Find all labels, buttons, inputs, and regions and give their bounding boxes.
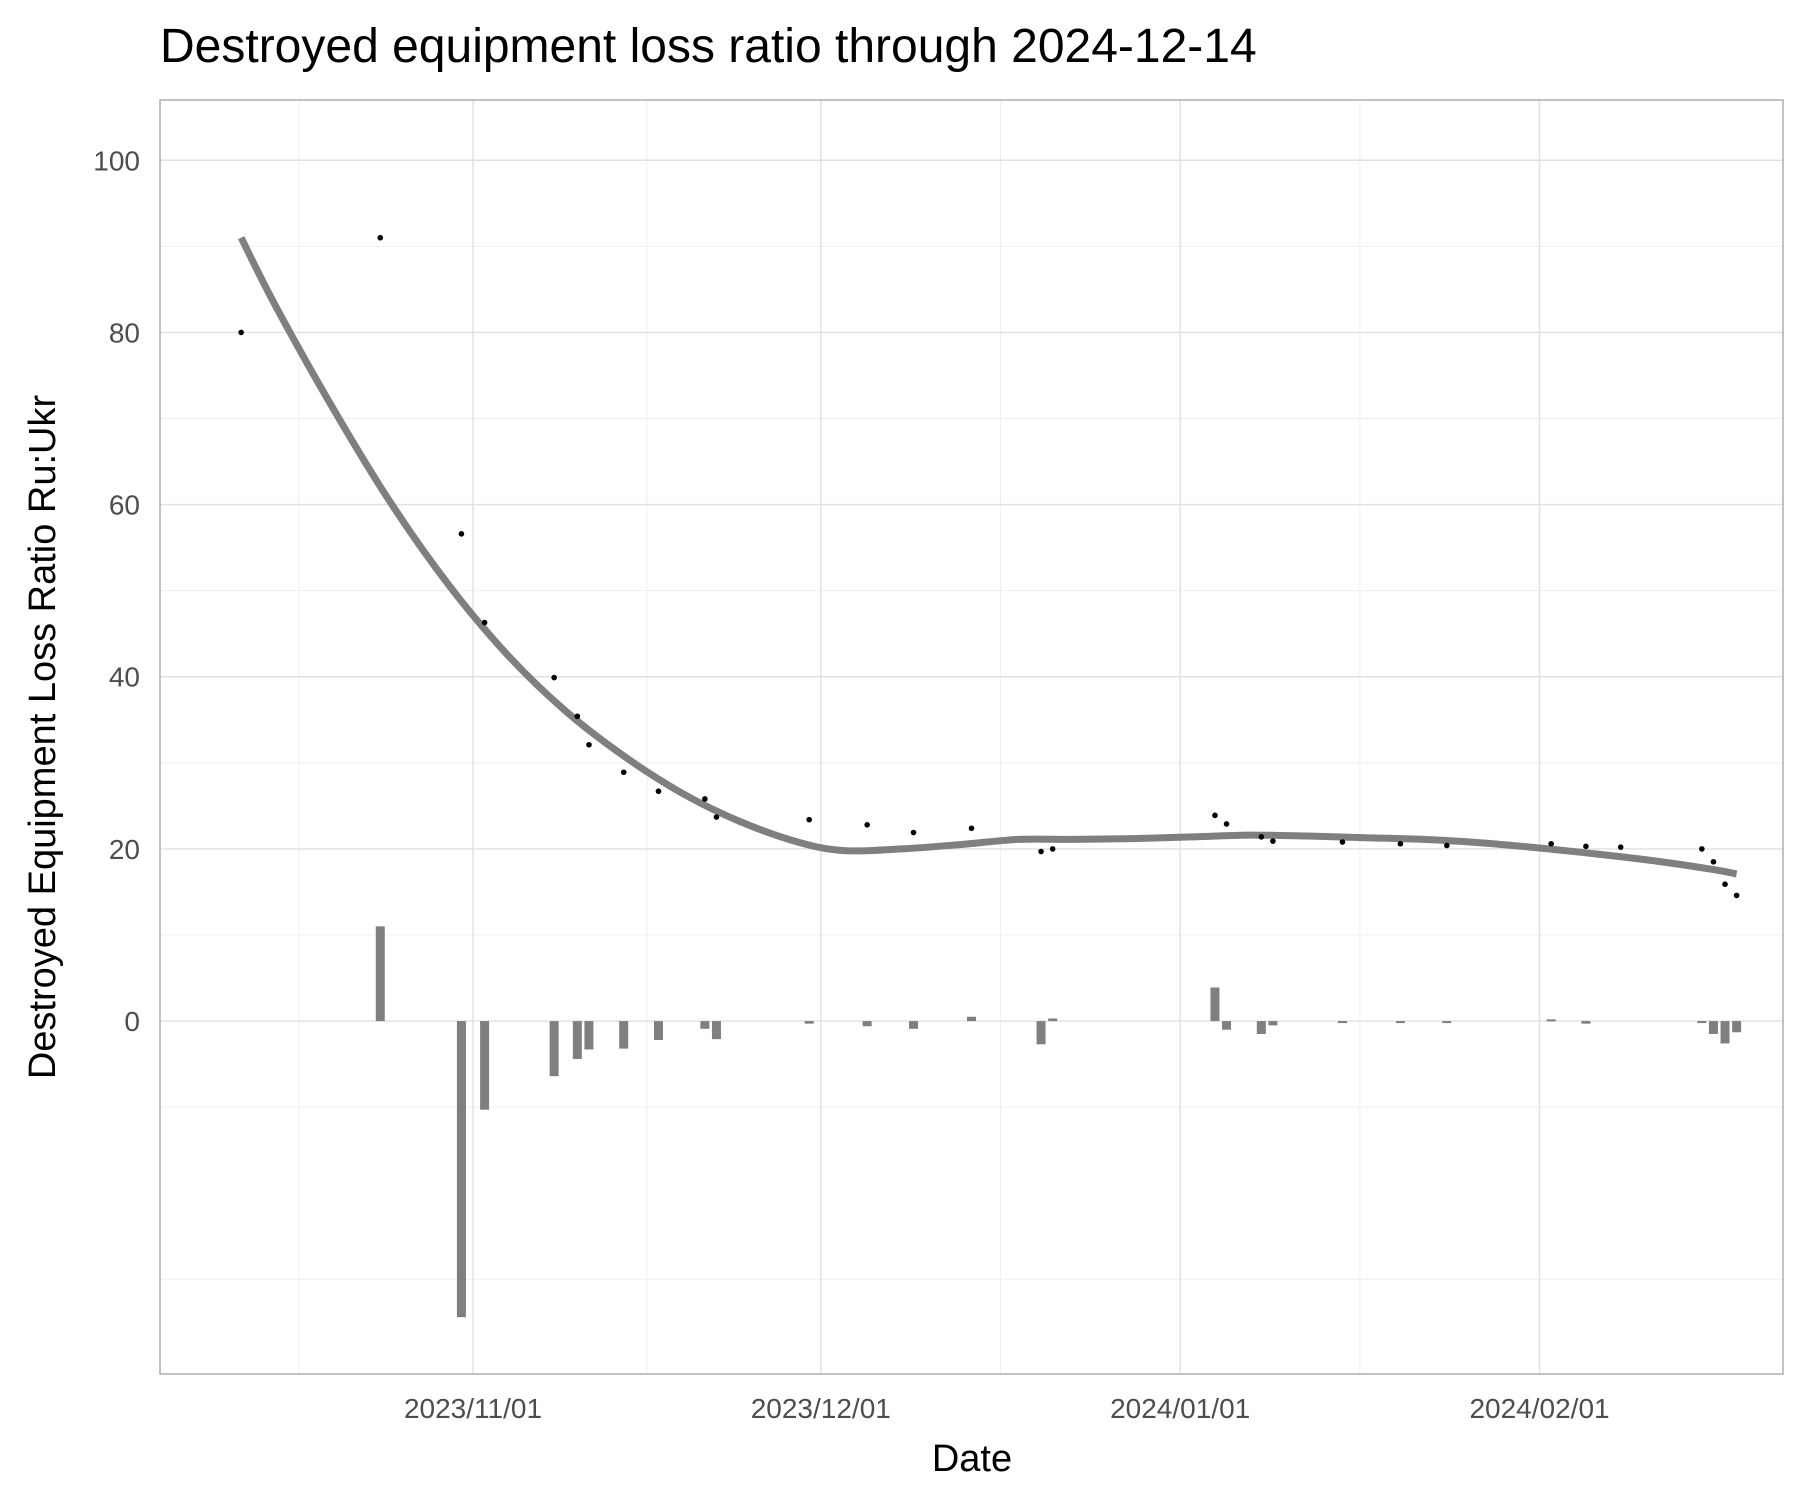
data-point: [1444, 842, 1450, 849]
bar: [1546, 1019, 1556, 1022]
panel-background: [160, 100, 1783, 1374]
x-axis-title: Date: [932, 1438, 1012, 1480]
bar: [1048, 1018, 1058, 1022]
x-tick-label: 2024/02/01: [1469, 1393, 1609, 1424]
data-point: [377, 234, 384, 241]
data-point: [1733, 892, 1740, 899]
bar: [1222, 1021, 1232, 1030]
data-point: [1212, 812, 1218, 819]
bar: [700, 1021, 710, 1029]
smoothed-trend-line: [238, 236, 1738, 878]
bar: [711, 1021, 721, 1040]
y-tick-label: 80: [109, 317, 140, 348]
data-point: [1548, 840, 1554, 847]
y-tick-label: 100: [93, 145, 140, 176]
bar: [1697, 1021, 1707, 1024]
data-point: [968, 825, 975, 832]
data-point: [1699, 846, 1705, 852]
data-point: [910, 829, 917, 836]
x-tick-label: 2023/12/01: [751, 1393, 891, 1424]
bar: [909, 1021, 919, 1029]
data-point: [655, 788, 662, 795]
bar: [967, 1016, 976, 1022]
data-point: [620, 769, 627, 776]
bar: [1256, 1021, 1266, 1034]
data-point: [1049, 846, 1056, 852]
data-point: [574, 713, 581, 720]
bar: [1732, 1021, 1742, 1033]
bar: [572, 1021, 582, 1059]
data-point: [1583, 843, 1589, 850]
scatter-series: [238, 234, 1740, 899]
bar: [653, 1021, 663, 1041]
bar: [1442, 1021, 1452, 1024]
bar: [549, 1021, 559, 1077]
bar: [862, 1021, 872, 1027]
data-point: [1270, 838, 1276, 844]
panel-border: [159, 99, 1784, 1375]
data-point: [702, 796, 708, 802]
x-axis-tick-labels: 2023/11/01 2023/12/01 2024/01/01 2024/02/01: [404, 1393, 1610, 1424]
y-axis-title: Destroyed Equipment Loss Ratio Ru:Ukr: [22, 395, 64, 1080]
data-point: [1038, 848, 1044, 855]
major-gridlines: [160, 100, 1783, 1374]
x-tick-label: 2024/01/01: [1110, 1393, 1250, 1424]
chart-title: Destroyed equipment loss ratio through 2…: [160, 20, 1257, 73]
minor-gridlines: [160, 100, 1783, 1374]
bar: [1268, 1021, 1278, 1026]
data-point: [1223, 821, 1230, 827]
data-point: [481, 619, 488, 626]
bar: [1720, 1021, 1730, 1044]
data-point: [551, 674, 557, 681]
data-point: [1258, 834, 1265, 840]
bar-series: [375, 926, 1742, 1318]
y-tick-label: 60: [109, 490, 140, 521]
data-point: [586, 741, 592, 748]
bar: [619, 1021, 629, 1049]
bar: [1036, 1021, 1046, 1045]
data-point: [238, 329, 244, 336]
bar: [1395, 1021, 1405, 1024]
bar: [456, 1021, 466, 1318]
y-tick-label: 20: [109, 834, 140, 865]
data-point: [1710, 859, 1717, 865]
data-point: [1397, 840, 1404, 847]
plot-panel: [159, 99, 1784, 1375]
data-point: [864, 822, 870, 828]
y-tick-label: 0: [124, 1006, 140, 1037]
bar: [804, 1021, 814, 1024]
data-point: [458, 531, 465, 537]
bar: [1337, 1021, 1347, 1024]
data-point: [713, 814, 720, 820]
bar: [1708, 1021, 1718, 1034]
bar: [480, 1021, 490, 1110]
x-tick-label: 2023/11/01: [404, 1393, 542, 1424]
data-point: [1722, 881, 1728, 887]
bar: [1210, 987, 1220, 1022]
data-point: [1339, 839, 1346, 845]
bar: [1581, 1021, 1591, 1024]
data-point: [1617, 844, 1624, 850]
y-tick-label: 40: [109, 662, 140, 693]
bar: [584, 1021, 594, 1050]
data-point: [806, 816, 812, 823]
y-axis-tick-labels: 0 20 40 60 80 100: [93, 145, 140, 1037]
bar: [375, 926, 385, 1022]
